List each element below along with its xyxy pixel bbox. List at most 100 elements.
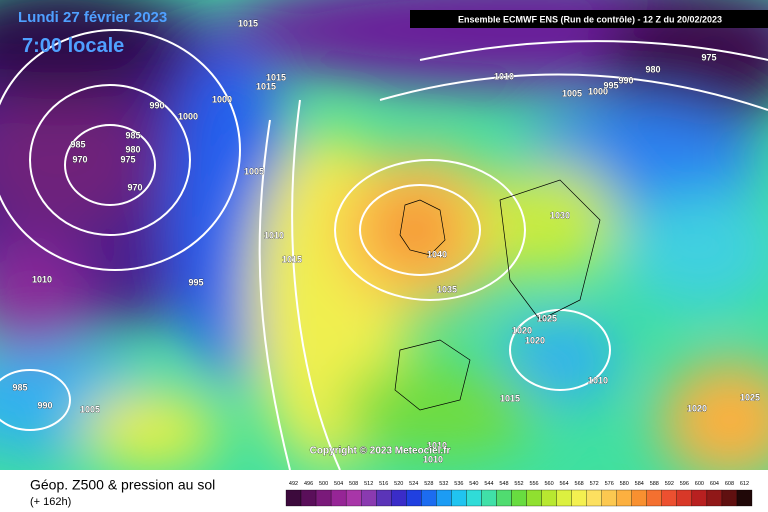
isobar-label: 1020	[525, 335, 545, 345]
coastlines	[394, 179, 601, 411]
colorbar-label: 492	[289, 481, 298, 487]
colorbar-label: 512	[364, 481, 373, 487]
isobar-label: 1025	[537, 313, 557, 323]
colorbar-label: 516	[379, 481, 388, 487]
isobar-label: 1015	[266, 72, 286, 82]
isobar-label: 1000	[212, 94, 232, 104]
colorbar-label: 580	[620, 481, 629, 487]
isobar-label: 975	[120, 154, 135, 164]
isobar-label: 995	[188, 277, 203, 287]
colorbar-cell	[646, 489, 662, 507]
colorbar-label: 568	[575, 481, 584, 487]
colorbar-cell	[436, 489, 452, 507]
colorbar-cell	[466, 489, 482, 507]
isobar-label: 1020	[687, 403, 707, 413]
colorbar-label: 596	[680, 481, 689, 487]
colorbar-label: 544	[484, 481, 493, 487]
colorbar-cell	[361, 489, 377, 507]
isobar-label: 980	[645, 64, 660, 74]
colorbar-cell	[691, 489, 708, 507]
colorbar-label: 600	[695, 481, 704, 487]
colorbar-label: 604	[710, 481, 719, 487]
footer-title: Géop. Z500 & pression au sol	[30, 477, 215, 493]
run-info: Ensemble ECMWF ENS (Run de contrôle) - 1…	[458, 14, 722, 24]
isobar-label: 1000	[178, 111, 198, 121]
run-banner	[410, 10, 768, 28]
colorbar-label: 584	[635, 481, 644, 487]
isobar-label: 1005	[562, 88, 582, 98]
footer-lead: (+ 162h)	[30, 496, 71, 508]
colorbar-cell	[586, 489, 602, 507]
isobar-labels: 1015 1015 1015 1000 990 1000 985 985 980…	[12, 18, 760, 465]
colorbar-label: 508	[349, 481, 358, 487]
colorbar-label: 556	[529, 481, 538, 487]
colorbar-cell	[706, 489, 723, 507]
colorbar-label: 496	[304, 481, 313, 487]
isobar-label: 1000	[588, 86, 608, 96]
isobar-label: 990	[37, 400, 52, 410]
isobar-label: 1035	[437, 284, 457, 294]
isobar-label: 1010	[494, 71, 514, 81]
colorbar-label: 528	[424, 481, 433, 487]
colorbar-cell	[345, 489, 362, 507]
isobar-label: 1005	[80, 404, 100, 414]
isobar-label: 995	[603, 80, 618, 90]
isobar-label: 970	[72, 154, 87, 164]
isobar-label: 1015	[282, 254, 302, 264]
colorbar-label: 576	[605, 481, 614, 487]
colorbar-cell	[676, 489, 693, 507]
colorbar-cell	[406, 489, 422, 507]
isobars	[0, 29, 768, 470]
colorbar-cell	[571, 489, 587, 507]
colorbar-label: 552	[514, 481, 523, 487]
isobar-label: 985	[70, 139, 85, 149]
colorbar-label: 536	[454, 481, 463, 487]
colorbar-label: 500	[319, 481, 328, 487]
colorbar-cell	[526, 489, 542, 507]
colorbar-cell	[541, 489, 557, 507]
colorbar-label: 504	[334, 481, 343, 487]
colorbar-cell	[496, 489, 512, 507]
isobar-label: 1015	[238, 18, 258, 28]
colorbar-cell	[661, 489, 677, 507]
isobar-label: 990	[149, 100, 164, 110]
isobar-label: 970	[127, 182, 142, 192]
isobar-label: 1015	[500, 393, 520, 403]
colorbar-label: 548	[499, 481, 508, 487]
colorbar-label: 540	[469, 481, 478, 487]
colorbar-cell	[315, 489, 332, 507]
date: Lundi 27 février 2023	[18, 9, 167, 26]
colorbar-cell	[451, 489, 467, 507]
colorbar-cell	[616, 489, 632, 507]
colorbar-label: 532	[439, 481, 448, 487]
colorbar-label: 572	[590, 481, 599, 487]
isobar-label: 1015	[256, 81, 276, 91]
colorbar-cell	[421, 489, 437, 507]
isobar-label: 1010	[423, 454, 443, 464]
colorbar-cell	[481, 489, 497, 507]
colorbar-label: 564	[560, 481, 569, 487]
colorbar-cell	[631, 489, 647, 507]
colorbar-label: 524	[409, 481, 418, 487]
colorbar-cell	[285, 489, 302, 507]
colorbar-label: 612	[740, 481, 749, 487]
colorbar-cell	[330, 489, 347, 507]
colorbar-cell	[721, 489, 738, 507]
isobar-label: 980	[125, 144, 140, 154]
colorbar-label: 588	[650, 481, 659, 487]
colorbar-label: 560	[544, 481, 553, 487]
colorbar-cell	[556, 489, 572, 507]
isobar-label: 1010	[32, 274, 52, 284]
colorbar-cell	[300, 489, 317, 507]
isobar-label: 1025	[740, 392, 760, 402]
isobar-label: 990	[618, 75, 633, 85]
colorbar-cell	[736, 489, 753, 507]
colorbar-label: 520	[394, 481, 403, 487]
isobar-label: 1005	[244, 166, 264, 176]
colorbar-cell	[391, 489, 407, 507]
isobar-label: 1010	[588, 375, 608, 385]
isobar-label: 1020	[512, 325, 532, 335]
isobar-label: 1030	[550, 210, 570, 220]
colorbar: 492 496 500 504 508 512 516 520 524 528 532 536 540 5…	[285, 481, 753, 507]
